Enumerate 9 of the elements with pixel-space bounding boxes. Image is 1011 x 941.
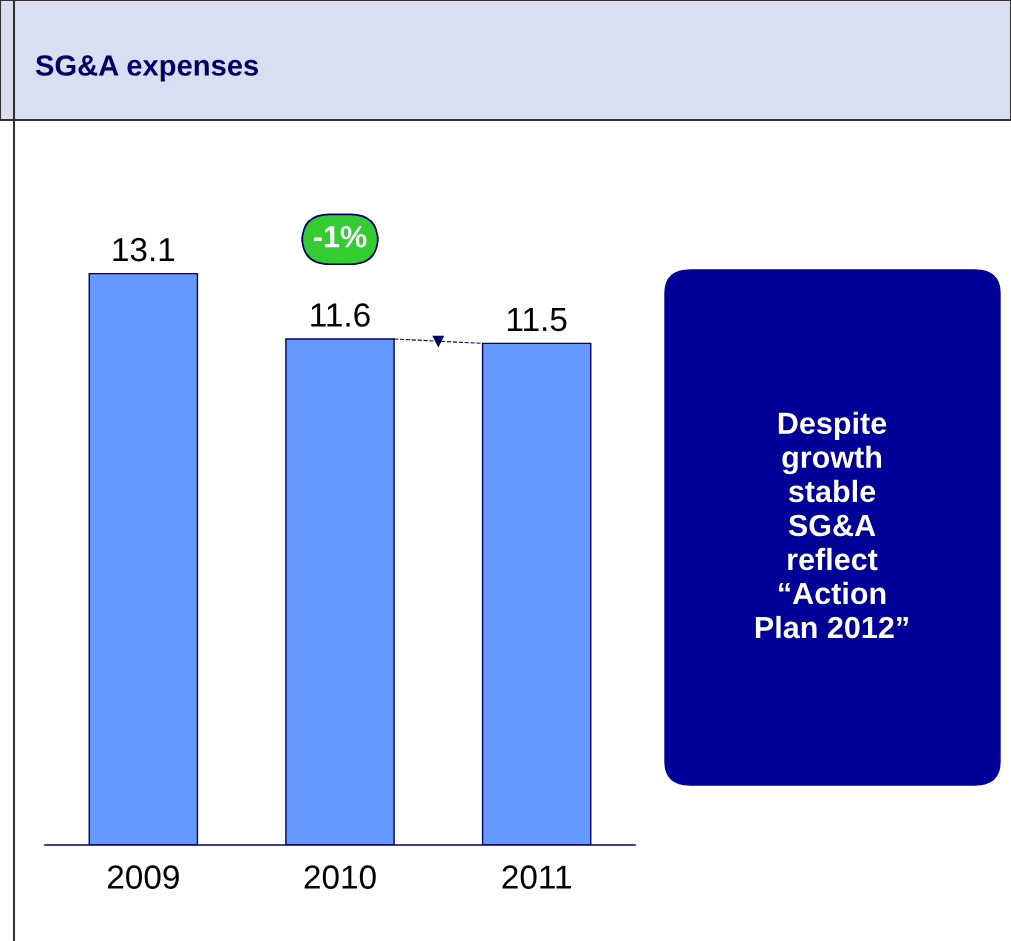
- x-tick-label: 2011: [502, 865, 571, 889]
- x-tick-label: 2010: [304, 865, 376, 889]
- data-label: 11.6: [311, 303, 370, 327]
- chart-title: SG&A expenses: [35, 55, 259, 82]
- data-label: 13.1: [113, 237, 175, 262]
- x-tick-label: 2009: [107, 865, 179, 889]
- text: Despite growth stable SG&A reflect “Action Plan 2012”: [755, 411, 908, 639]
- data-label: 11.5: [508, 307, 567, 332]
- text: -1%: [314, 225, 367, 248]
